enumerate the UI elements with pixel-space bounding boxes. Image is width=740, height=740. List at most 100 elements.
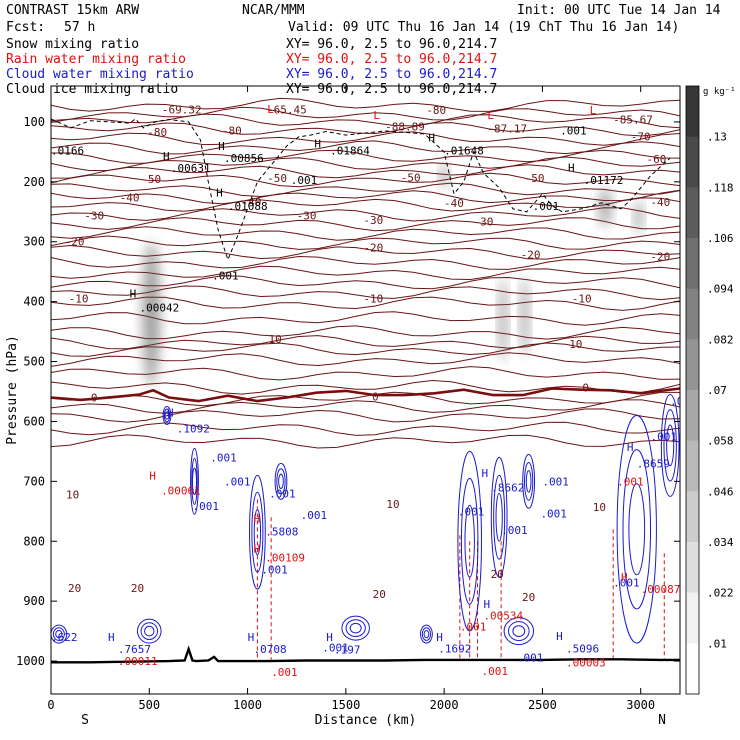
contour-label: .5096 [566, 642, 599, 655]
isotherm-label: -50 [141, 173, 161, 186]
cloud-water-contour [190, 447, 199, 515]
plot-frame [50, 85, 681, 695]
cloud-water-contour [162, 405, 172, 425]
isotherm-label: -10 [69, 293, 89, 306]
contour-label: .01088 [228, 200, 268, 213]
contour-label: H [483, 598, 490, 611]
cloud-water-contour [503, 617, 535, 646]
isotherm-line [51, 235, 680, 250]
center-title: NCAR/MMM [242, 3, 305, 18]
colorbar-tick-label: .01 [707, 637, 727, 650]
y-tick-label: 700 [23, 474, 45, 488]
colorbar-tick-label: .118 [707, 181, 734, 194]
contour-label: .0014 [670, 395, 703, 408]
contour-label: .00856 [224, 152, 264, 165]
contour-label: .01172 [584, 174, 624, 187]
colorbar-frame [685, 85, 700, 695]
isotherm-label: 0 [91, 391, 98, 404]
cloud-water-contour [349, 622, 362, 634]
x-axis-title: Distance (km) [315, 713, 417, 728]
colorbar-swatch [686, 643, 699, 695]
valid-time: Valid: 09 UTC Thu 16 Jan 14 (19 ChT Thu … [288, 20, 679, 35]
contour-label: -87.17 [487, 123, 527, 136]
cloud-water-contour [457, 450, 482, 632]
isotherm-line [51, 164, 680, 179]
isotherm-line [51, 226, 680, 241]
contour-label: .001 [613, 577, 640, 590]
cloud-water-contour [420, 624, 433, 644]
cloud-water-contour [249, 474, 266, 590]
isotherm-label: -20 [521, 248, 541, 261]
field-xy: XY= 96.0, 2.5 to 96.0,214.7 [286, 67, 497, 82]
contour-label: .00631 [171, 162, 211, 175]
isotherm-line [51, 434, 680, 449]
contour-label: .00042 [139, 302, 179, 315]
field-name: Cloud ice mixing ratio [6, 82, 178, 97]
y-tick-label: 1000 [16, 654, 45, 668]
contour-label: H [163, 150, 170, 163]
y-tick-label: 900 [23, 594, 45, 608]
colorbar-tick-label: .022 [707, 587, 734, 600]
colorbar-swatch [686, 288, 699, 340]
contour-label: .001 [212, 269, 239, 282]
cloud-ice-contour [51, 118, 671, 262]
contour-label: .01648 [444, 145, 484, 158]
snow-plume [520, 277, 529, 356]
isotherm-label: -50 [401, 172, 421, 185]
colorbar-swatch [686, 187, 699, 239]
isotherm-label: -60 [646, 153, 666, 166]
cloud-water-contour [341, 615, 370, 641]
isotherm-line [51, 379, 680, 395]
isotherm-label: 20 [373, 588, 386, 601]
cloud-water-contour [464, 504, 475, 578]
colorbar: .13 .118 .106 .094 .082 .07 .058 .046 .034 .022 .0… [685, 85, 736, 695]
south-label: S [81, 713, 89, 728]
contour-label: .001 [291, 174, 318, 187]
north-label: N [658, 713, 666, 728]
contour-label: H [167, 406, 174, 419]
isotherm-line [51, 399, 680, 414]
contour-label: .001 [501, 524, 528, 537]
isotherm-label: -10 [363, 293, 383, 306]
x-tick-label: 1500 [331, 698, 360, 712]
contour-label: H [627, 441, 634, 454]
fcst-value: 57 h [64, 20, 95, 35]
contour-label: .001 [560, 124, 587, 137]
cloud-water-contour [251, 491, 264, 573]
isotherm-label: -70 [631, 130, 651, 143]
isotherm-label: -40 [120, 191, 140, 204]
isotherm-label: -20 [650, 251, 670, 264]
isotherm-label: 20 [491, 568, 504, 581]
isotherm-line [51, 131, 680, 146]
snow-plume [499, 277, 508, 362]
cloud-water-contour [164, 411, 170, 420]
contour-label: .001 [533, 200, 560, 213]
field-xy: XY= 96.0, 2.5 to 96.0,214.7 [286, 52, 497, 67]
contour-label: .001 [210, 451, 237, 464]
colorbar-tick-label: .034 [707, 536, 734, 549]
cloud-water-contour [628, 483, 646, 576]
contour-label: H [428, 132, 435, 145]
cloud-water-contour [495, 492, 503, 542]
cloud-water-contour [163, 408, 171, 423]
contour-label: .00003 [566, 656, 606, 669]
cloud-water-contour [191, 457, 198, 505]
cloud-water-contour [144, 625, 155, 637]
y-tick-label: 100 [23, 115, 45, 129]
cloud-water-contour [525, 470, 532, 493]
terrain-line [51, 645, 680, 664]
isotherm-line [51, 106, 680, 122]
cloud-water-contour [55, 630, 63, 639]
isotherm-label: -50 [525, 172, 545, 185]
cloud-water-contour [140, 622, 159, 640]
isotherm-label: 20 [131, 582, 144, 595]
x-tick-label: 500 [138, 698, 160, 712]
colorbar-swatch [686, 390, 699, 442]
x-tick-label: 2000 [430, 698, 459, 712]
cloud-water-contour [253, 509, 262, 556]
colorbar-tick-label: .046 [707, 485, 734, 498]
isotherm-label: 10 [66, 489, 79, 502]
cloud-water-contour [490, 456, 508, 578]
colorbar-swatch [686, 491, 699, 543]
